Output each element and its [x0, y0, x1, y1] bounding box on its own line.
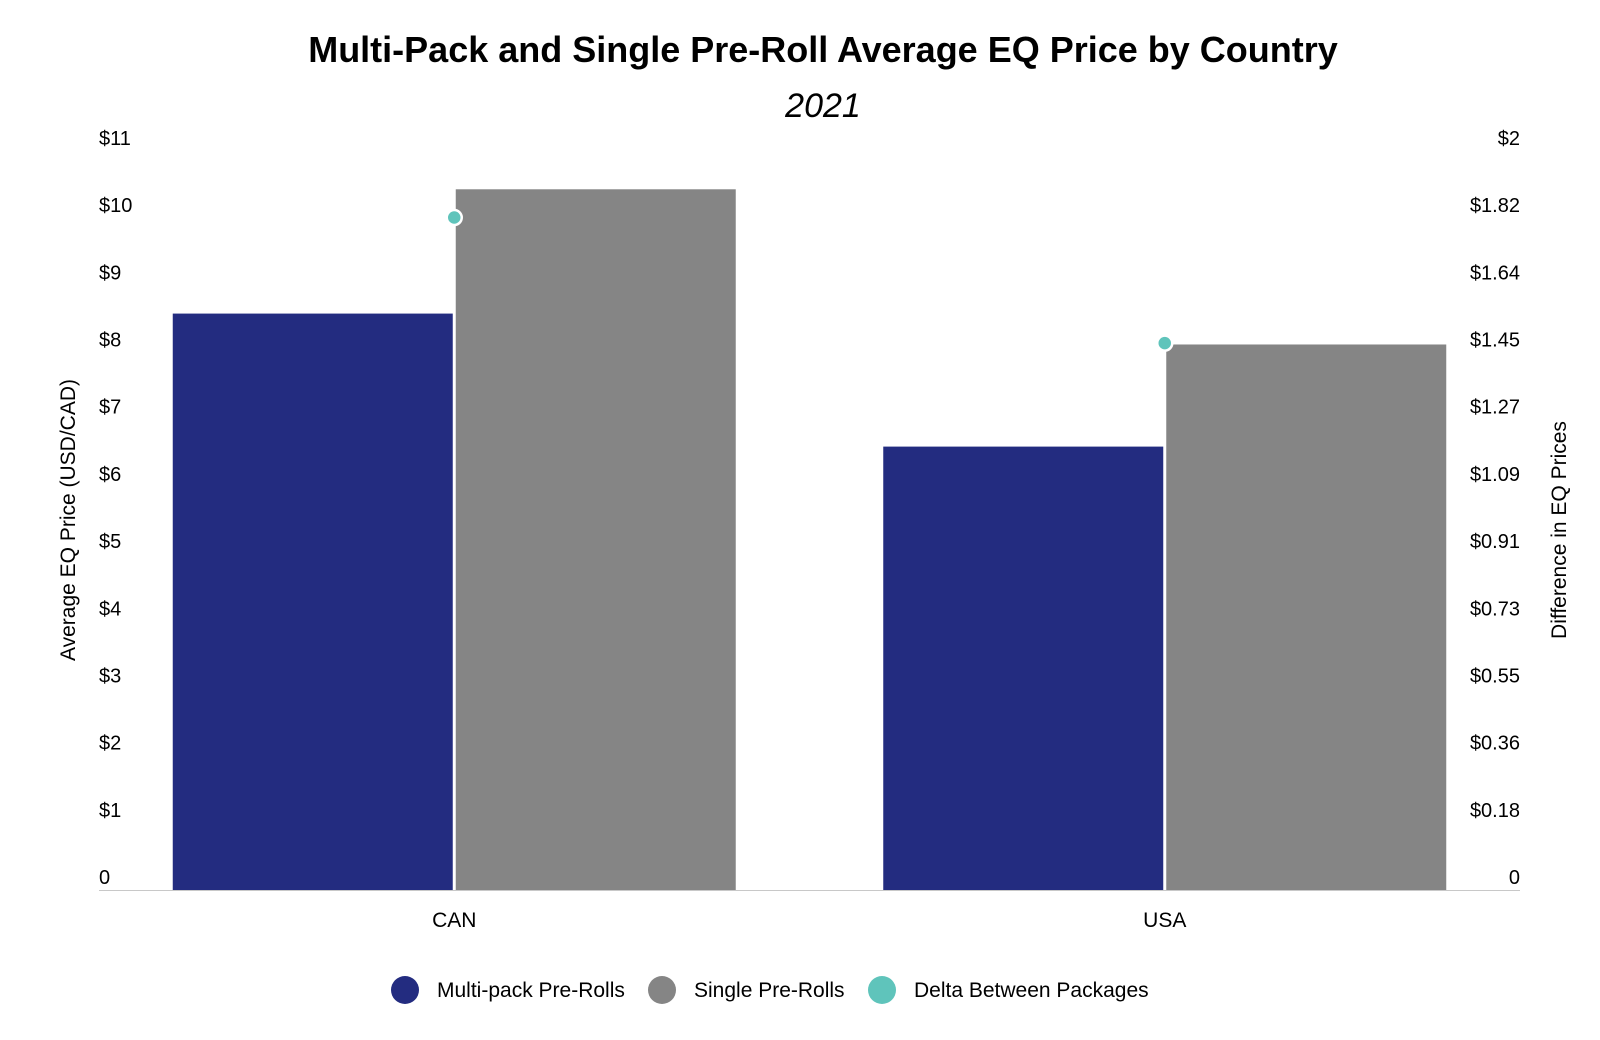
y-axis-title: Average EQ Price (USD/CAD) [57, 379, 80, 661]
y-tick-label: $10 [99, 195, 132, 217]
bars-group [172, 189, 1447, 891]
y2-tick-label: $0.18 [1470, 800, 1520, 822]
legend-label[interactable]: Delta Between Packages [914, 979, 1149, 1002]
y-tick-label: $1 [99, 800, 121, 822]
y-tick-label: $3 [99, 665, 121, 687]
y2-tick-label: $1.45 [1470, 330, 1520, 352]
x-category-label: CAN [432, 909, 476, 932]
y2-tick-label: $1.82 [1470, 195, 1520, 217]
y-axis-ticks: 0 $1 $2 $3 $4 $5 $6 $7 $8 $9 $10 $11 [99, 128, 132, 889]
x-category-label: USA [1143, 909, 1186, 932]
y-tick-label: $8 [99, 330, 121, 352]
legend-marker-single-pre-rolls [648, 976, 676, 1004]
y2-tick-label: $1.27 [1470, 397, 1520, 419]
y2-tick-label: $1.09 [1470, 464, 1520, 486]
legend-marker-multi-pack-pre-rolls [391, 976, 419, 1004]
point-delta-usa[interactable] [1156, 334, 1174, 352]
y-tick-label: $6 [99, 464, 121, 486]
y2-tick-label: $0.91 [1470, 531, 1520, 553]
legend-label[interactable]: Single Pre-Rolls [694, 979, 845, 1002]
category-labels: CAN USA [432, 909, 1186, 932]
y-tick-label: $11 [99, 128, 131, 150]
bar-single-pre-rolls-usa[interactable] [1166, 344, 1447, 890]
y2-tick-label: $0.36 [1470, 733, 1520, 755]
y2-axis-title: Difference in EQ Prices [1548, 421, 1571, 639]
y2-axis-ticks: 0 $0.18 $0.36 $0.55 $0.73 $0.91 $1.09 $1.27 $1.4… [1470, 128, 1520, 889]
chart-title: Multi-Pack and Single Pre-Roll Average E… [308, 29, 1338, 70]
y-tick-label: $4 [99, 598, 121, 620]
point-delta-can[interactable] [445, 208, 463, 227]
y2-tick-label: $0.73 [1470, 598, 1520, 620]
legend-label[interactable]: Multi-pack Pre-Rolls [437, 979, 625, 1002]
y2-tick-label: $1.64 [1470, 262, 1520, 284]
chart-subtitle: 2021 [784, 87, 861, 125]
legend-marker-delta-between-packages [868, 976, 896, 1004]
y-tick-label: $9 [99, 262, 121, 284]
legend: Multi-pack Pre-Rolls Single Pre-Rolls Delt… [391, 976, 1149, 1004]
bar-single-pre-rolls-can[interactable] [455, 189, 736, 890]
bar-multi-pack-pre-rolls-can[interactable] [172, 313, 453, 891]
y2-tick-label: $0.55 [1470, 665, 1520, 687]
y-tick-label: $2 [99, 733, 121, 755]
bar-multi-pack-pre-rolls-usa[interactable] [883, 446, 1164, 890]
y-tick-label: 0 [99, 867, 110, 889]
points-group [445, 208, 1174, 352]
y2-tick-label: 0 [1509, 867, 1520, 889]
y2-tick-label: $2 [1498, 128, 1520, 150]
y-tick-label: $5 [99, 531, 121, 553]
y-tick-label: $7 [99, 397, 121, 419]
